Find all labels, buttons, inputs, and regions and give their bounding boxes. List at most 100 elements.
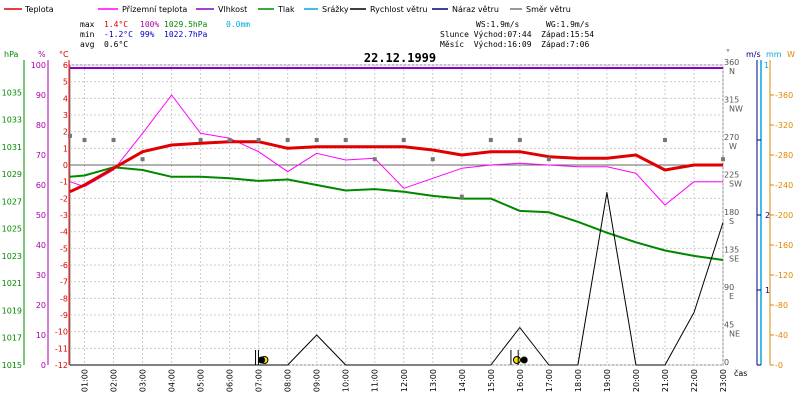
rain-scale-tick-label: -80	[775, 301, 788, 310]
direction-tick-deg: 90	[724, 283, 734, 292]
stats-block: max 1.4°C 100% 1029.5hPa 0.0mm min -1.2°…	[80, 20, 250, 49]
moonset-marker	[258, 356, 266, 364]
stat-max-rain: 0.0mm	[226, 20, 250, 29]
x-tick-label: 14:00	[458, 369, 467, 392]
stat-max-label: max	[80, 20, 95, 29]
pressure-tick-label: 1033	[2, 116, 22, 125]
stat-max-press: 1029.5hPa	[164, 20, 208, 29]
wind-direction-marker	[256, 138, 261, 142]
rain-scale-tick-label: -160	[775, 241, 793, 250]
unit-rain-mm: mm	[766, 50, 782, 59]
direction-tick-dir: E	[729, 292, 734, 301]
x-tick-label: 13:00	[429, 369, 438, 392]
wind-direction-marker	[227, 138, 232, 142]
legend-label-rychlost-vetru: Rychlost větru	[370, 5, 427, 14]
pressure-tick-label: 1031	[2, 143, 22, 152]
temperature-tick-label: 3	[63, 111, 68, 120]
legend-label-srazky: Srážky	[322, 5, 349, 14]
wind-direction-marker	[488, 138, 493, 142]
humidity-tick-label: 10	[36, 331, 46, 340]
humidity-tick-label: 40	[36, 241, 46, 250]
info-moon: Měsíc Východ:16:09 Západ:7:06	[440, 40, 589, 49]
direction-tick-dir: SW	[729, 180, 742, 189]
unit-direction: °	[726, 48, 730, 57]
pressure-tick-label: 1029	[2, 170, 22, 179]
legend-label-naraz-vetru: Náraz větru	[452, 5, 499, 14]
grid-layer	[69, 64, 724, 366]
temperature-tick-label: -6	[60, 261, 68, 270]
x-tick-label: 23:00	[719, 369, 728, 392]
series-layer	[68, 67, 725, 366]
direction-tick-deg: 0	[724, 358, 729, 367]
wind-direction-marker	[285, 138, 290, 142]
direction-tick-deg: 225	[724, 171, 739, 180]
temperature-tick-label: -7	[60, 278, 68, 287]
wind-direction-marker	[546, 157, 551, 162]
stat-min-label: min	[80, 30, 95, 39]
wind-speed-line	[70, 192, 724, 366]
direction-tick-deg: 45	[724, 321, 734, 330]
direction-tick-deg: 270	[724, 133, 739, 142]
x-tick-label: 17:00	[545, 369, 554, 392]
temperature-tick-label: -11	[55, 344, 68, 353]
temperature-tick-label: -3	[60, 211, 68, 220]
stat-avg-label: avg	[80, 40, 95, 49]
rain-scale-tick-label: -320	[775, 121, 793, 130]
x-tick-label: 18:00	[574, 369, 583, 392]
wind-direction-marker	[430, 157, 435, 162]
sun-moon-info: WS:1.9m/s WG:1.9m/s Slunce Východ:07:44 …	[440, 20, 594, 49]
legend-label-smer-vetru: Směr větru	[526, 5, 571, 14]
legend-label-vlhkost: Vlhkost	[218, 5, 247, 14]
pressure-line	[69, 166, 724, 261]
direction-tick-deg: 315	[724, 96, 739, 105]
legend: Teplota Přízemní teplota Vlhkost Tlak Sr…	[4, 5, 571, 14]
direction-tick-dir: W	[729, 142, 737, 151]
humidity-tick-label: 0	[41, 361, 46, 370]
pressure-tick-label: 1023	[2, 252, 22, 261]
temperature-tick-label: -8	[60, 294, 68, 303]
pressure-tick-label: 1021	[2, 279, 22, 288]
wind-direction-marker	[372, 157, 377, 162]
rain-scale-tick-label: -40	[775, 331, 788, 340]
stat-min-temp: -1.2°C	[104, 30, 133, 39]
info-wind-gust: WG:1.9m/s	[546, 20, 590, 29]
pressure-tick-label: 1027	[2, 197, 22, 206]
unit-temperature: °C	[59, 50, 69, 59]
temperature-tick-label: 6	[63, 61, 68, 70]
events-layer	[255, 350, 528, 365]
wind-direction-marker	[721, 157, 725, 162]
temperature-tick-label: -9	[60, 311, 68, 320]
wind-direction-marker	[459, 194, 464, 199]
wind-direction-marker	[343, 138, 348, 142]
x-tick-label: 20:00	[632, 369, 641, 392]
stat-min-press: 1022.7hPa	[164, 30, 208, 39]
wind-direction-marker	[111, 138, 116, 142]
x-tick-label: 04:00	[168, 369, 177, 392]
x-tick-label: 12:00	[400, 369, 409, 392]
humidity-tick-label: 30	[36, 271, 46, 280]
wind-direction-marker	[140, 157, 145, 162]
axes-layer: 01:00 02:00 03:00 04:00 05:00 06:00 07:00 08:00…	[2, 58, 794, 392]
wind-direction-marker	[198, 138, 203, 142]
axis-unit-labels: hPa % °C ° m/s mm W čas	[4, 48, 795, 378]
humidity-tick-label: 50	[36, 211, 46, 220]
direction-tick-dir: N	[729, 67, 735, 76]
x-tick-label: 06:00	[226, 369, 235, 392]
unit-pressure: hPa	[4, 50, 19, 59]
stat-avg-temp: 0.6°C	[104, 40, 128, 49]
temperature-tick-label: 1	[63, 144, 68, 153]
wind-tick-label: 1	[765, 286, 770, 295]
wind-tick-label: 2	[765, 211, 770, 220]
humidity-tick-label: 80	[36, 121, 46, 130]
x-tick-label: 16:00	[516, 369, 525, 392]
unit-wind: m/s	[746, 50, 761, 59]
wind-direction-marker	[82, 138, 87, 142]
temperature-tick-label: 0	[63, 161, 68, 170]
pressure-tick-label: 1025	[2, 225, 22, 234]
humidity-tick-label: 60	[36, 181, 46, 190]
x-tick-label: 10:00	[342, 369, 351, 392]
x-tick-label: 03:00	[139, 369, 148, 392]
info-sun: Slunce Východ:07:44 Západ:15:54	[440, 30, 594, 39]
legend-label-teplota: Teplota	[24, 5, 54, 14]
stat-max-hum: 100%	[140, 20, 159, 29]
